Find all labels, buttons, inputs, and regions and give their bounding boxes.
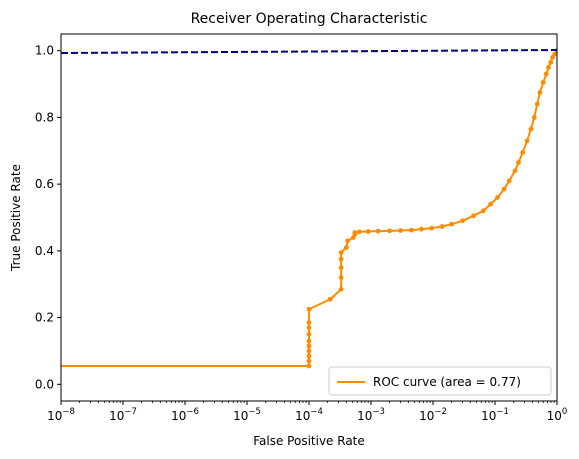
x-tick-label: 10−8 [47, 407, 75, 423]
roc-point [306, 343, 312, 349]
roc-point [516, 160, 521, 165]
roc-point [506, 178, 512, 184]
legend-box [328, 366, 552, 396]
legend: ROC curve (area = 0.77) [328, 366, 552, 396]
legend-label: ROC curve (area = 0.77) [373, 375, 521, 389]
x-tick-label: 100 [547, 407, 568, 423]
roc-point [501, 186, 507, 192]
roc-point [520, 150, 526, 155]
roc-point [306, 325, 312, 330]
y-tick-label: 1.0 [35, 44, 54, 58]
roc-point [429, 225, 435, 231]
roc-point [543, 71, 549, 77]
roc-point [338, 265, 344, 270]
roc-point [352, 230, 358, 235]
x-tick-label: 10−5 [233, 407, 261, 423]
x-tick-label: 10−1 [481, 407, 509, 423]
roc-point [306, 338, 312, 344]
y-tick-label: 0.2 [35, 311, 54, 325]
roc-point [512, 168, 518, 174]
y-axis-label: True Positive Rate [9, 164, 23, 272]
y-tick-label: 0.8 [35, 110, 54, 124]
roc-curve-line [61, 50, 557, 367]
x-tick-label: 10−6 [171, 407, 199, 423]
roc-point [534, 101, 540, 107]
roc-point [548, 59, 554, 65]
roc-point [365, 229, 371, 234]
x-tick-label: 10−7 [109, 407, 137, 423]
roc-point [338, 256, 344, 262]
roc-point [528, 126, 534, 132]
x-tick-label: 10−2 [419, 407, 447, 423]
y-tick-label: 0.0 [35, 377, 54, 391]
roc-point [306, 363, 312, 369]
chart-title: Receiver Operating Characteristic [191, 11, 428, 27]
roc-point [540, 79, 546, 85]
roc-point [338, 250, 344, 255]
roc-point [306, 348, 312, 354]
y-tick-label: 0.6 [35, 177, 54, 191]
roc-point [471, 213, 476, 219]
roc-point [524, 138, 530, 144]
x-axis-label: False Positive Rate [253, 434, 365, 448]
ticks: 10−8 10−7 10−6 10−5 10−4 10−3 10−2 10−1 100 0.0 0.… [35, 44, 567, 423]
roc-point [495, 195, 500, 200]
roc-point [449, 221, 455, 227]
roc-point [419, 226, 424, 232]
roc-point [439, 224, 445, 229]
chance-line [61, 49, 557, 55]
roc-point [306, 306, 312, 312]
roc-point [387, 228, 393, 234]
roc-point [546, 64, 551, 70]
roc-point [537, 89, 543, 95]
x-tick-label: 10−3 [357, 407, 385, 423]
roc-point [345, 238, 351, 244]
roc-point [488, 201, 494, 207]
roc-point [398, 228, 403, 233]
x-tick-label: 10−4 [295, 407, 323, 423]
roc-point [338, 275, 344, 280]
roc-point [460, 218, 465, 224]
roc-point [306, 353, 312, 359]
roc-point [338, 286, 344, 292]
plot-content [61, 48, 557, 369]
roc-point [306, 320, 312, 325]
y-tick-label: 0.4 [35, 244, 54, 258]
roc-point [327, 296, 333, 302]
roc-point [306, 331, 312, 337]
roc-point [306, 358, 312, 364]
roc-point [357, 229, 362, 235]
roc-point [481, 208, 486, 214]
roc-point [343, 245, 349, 250]
roc-point [531, 115, 537, 120]
roc-point [375, 228, 381, 234]
roc-point [552, 51, 557, 57]
roc-point [409, 227, 414, 233]
